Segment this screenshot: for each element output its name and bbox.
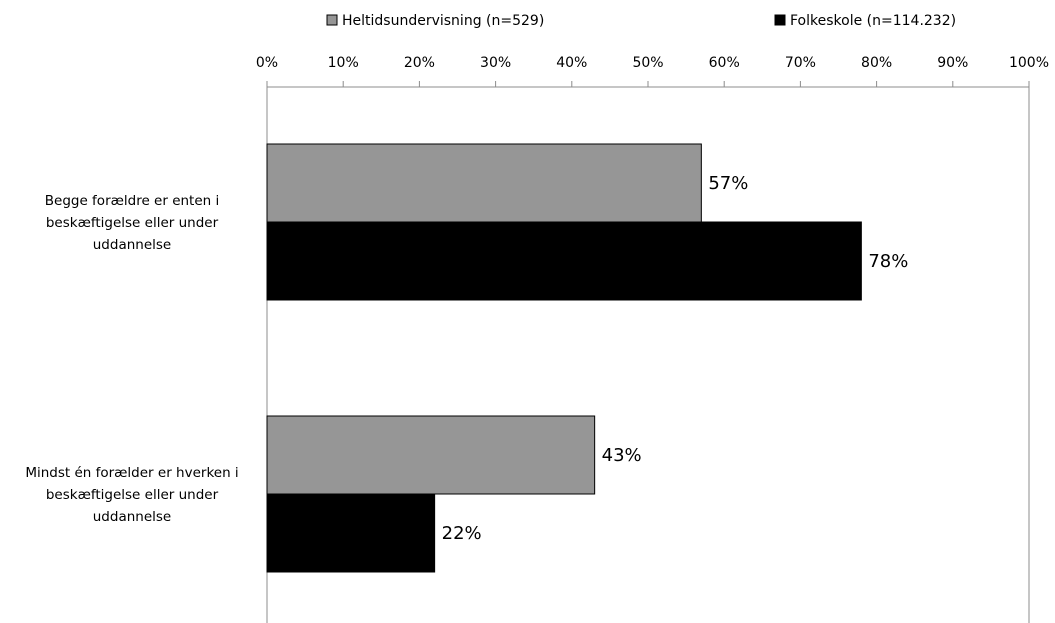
legend-swatch <box>774 14 786 26</box>
category-label: Begge forældre er enten i <box>45 193 220 209</box>
bar <box>266 143 702 223</box>
data-label: 22% <box>442 523 482 544</box>
bar <box>266 221 862 301</box>
bars: 57% 78% 43% 22% <box>266 143 908 573</box>
data-label: 57% <box>708 173 748 194</box>
x-tick-label: 100% <box>1009 55 1049 71</box>
legend: Heltidsundervisning (n=529) Folkeskole (n… <box>326 13 956 29</box>
x-tick-label: 80% <box>861 55 892 71</box>
category-label: uddannelse <box>93 237 171 253</box>
x-tick-label: 90% <box>937 55 968 71</box>
data-label: 78% <box>868 251 908 272</box>
x-tick-label: 60% <box>709 55 740 71</box>
x-tick-label: 20% <box>404 55 435 71</box>
category-label: Mindst én forælder er hverken i <box>25 465 238 481</box>
x-tick-label: 30% <box>480 55 511 71</box>
legend-swatch <box>326 14 338 26</box>
legend-label: Folkeskole (n=114.232) <box>790 13 956 29</box>
category-labels: Begge forældre er enten i beskæftigelse e… <box>25 193 238 525</box>
x-tick-label: 50% <box>632 55 663 71</box>
bar <box>266 415 596 495</box>
x-tick-label: 70% <box>785 55 816 71</box>
x-tick-label: 0% <box>256 55 278 71</box>
plot-area-frame <box>266 86 1030 623</box>
data-label: 43% <box>602 445 642 466</box>
category-label: uddannelse <box>93 509 171 525</box>
x-tick-label: 10% <box>328 55 359 71</box>
legend-label: Heltidsundervisning (n=529) <box>342 13 544 29</box>
category-label: beskæftigelse eller under <box>46 487 219 503</box>
x-tick-label: 40% <box>556 55 587 71</box>
bar <box>266 493 436 573</box>
x-axis-ticks: 0% 10% 20% 30% 40% 50% 60% 70% 80% 90% 100% <box>256 55 1049 87</box>
category-label: beskæftigelse eller under <box>46 215 219 231</box>
